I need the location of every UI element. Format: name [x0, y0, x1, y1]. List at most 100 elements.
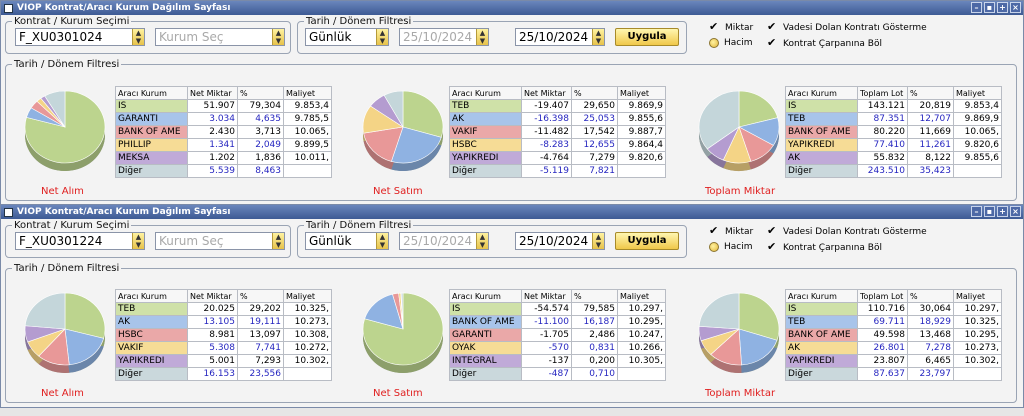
table-row[interactable]: VAKIF 5.308 7,741 10.272,: [115, 341, 332, 355]
pie-slice[interactable]: [698, 292, 740, 330]
date-spin-icon[interactable]: ▲ ▼: [592, 233, 604, 249]
date-spin-icon[interactable]: ▲ ▼: [476, 233, 488, 249]
checkmark-icon[interactable]: ✔: [709, 20, 719, 33]
column-header[interactable]: Aracı Kurum: [785, 86, 858, 100]
table-row[interactable]: BANK OF AME -11.100 16,187 10.295,: [449, 315, 666, 329]
pie-slice[interactable]: [738, 90, 779, 128]
period-combo[interactable]: Günlük ▲ ▼: [305, 232, 389, 250]
table-row[interactable]: IS 110.716 30,064 10.297,: [785, 302, 1002, 316]
checkmark-icon[interactable]: ✔: [767, 36, 777, 49]
column-header[interactable]: Aracı Kurum: [115, 289, 188, 303]
table-row[interactable]: AK 13.105 19,111 10.273,: [115, 315, 332, 329]
window-close-button[interactable]: ×: [1010, 2, 1021, 13]
window-title-bar[interactable]: VIOP Kontrat/Aracı Kurum Dağılım Sayfası…: [1, 1, 1023, 15]
pie-slice[interactable]: [400, 292, 404, 330]
table-row[interactable]: INTEGRAL -137 0,200 10.305,: [449, 354, 666, 368]
column-header[interactable]: %: [571, 86, 618, 100]
table-row[interactable]: IS 143.121 20,819 9.853,4: [785, 99, 1002, 113]
pie-slice[interactable]: [383, 90, 404, 129]
pie-slice[interactable]: [738, 328, 778, 366]
column-header[interactable]: Net Miktar: [187, 86, 238, 100]
table-row[interactable]: Diğer -487 0,710: [449, 367, 666, 381]
table-row[interactable]: BANK OF AME 2.430 3,713 10.065,: [115, 125, 332, 139]
pie-slice[interactable]: [64, 328, 104, 366]
miktar-option[interactable]: ✔ Miktar: [709, 20, 753, 33]
column-header[interactable]: Net Miktar: [187, 289, 238, 303]
table-row[interactable]: Diğer 5.539 8,463: [115, 164, 332, 178]
table-row[interactable]: YAPIKREDI 5.001 7,293 10.302,: [115, 354, 332, 368]
table-row[interactable]: IS -54.574 79,585 10.297,: [449, 302, 666, 316]
column-header[interactable]: Toplam Lot: [857, 86, 908, 100]
column-header[interactable]: Maliyet: [283, 289, 332, 303]
combo-arrow-icon[interactable]: ▲ ▼: [376, 29, 388, 45]
date-to-field[interactable]: 25/10/2024 ▲ ▼: [515, 232, 605, 250]
window-maximize-button[interactable]: +: [997, 206, 1008, 217]
carpan-option[interactable]: ✔ Kontrat Çarpanına Böl: [767, 36, 882, 49]
column-header[interactable]: Net Miktar: [521, 86, 572, 100]
column-header[interactable]: %: [907, 86, 954, 100]
pie-slice[interactable]: [738, 292, 780, 341]
combo-arrow-icon[interactable]: ▲ ▼: [132, 29, 144, 45]
table-row[interactable]: YAPIKREDI 23.807 6,465 10.302,: [785, 354, 1002, 368]
combo-arrow-icon[interactable]: ▲ ▼: [132, 233, 144, 249]
table-row[interactable]: HSBC -8.283 12,655 9.864,4: [449, 138, 666, 152]
kurum-combo[interactable]: Kurum Seç ▲ ▼: [155, 28, 285, 46]
table-row[interactable]: GARANTI 3.034 4,635 9.785,5: [115, 112, 332, 126]
pie-slice[interactable]: [698, 90, 740, 150]
pie-slice[interactable]: [363, 126, 404, 162]
window-restore-button[interactable]: ▪: [984, 206, 995, 217]
table-row[interactable]: AK 26.801 7,278 10.273,: [785, 341, 1002, 355]
table-row[interactable]: YAPIKREDI -4.764 7,279 9.820,6: [449, 151, 666, 165]
table-row[interactable]: IS 51.907 79,304 9.853,4: [115, 99, 332, 113]
column-header[interactable]: Maliyet: [617, 86, 666, 100]
checkmark-icon[interactable]: ✔: [709, 224, 719, 237]
table-row[interactable]: Diğer 16.153 23,556: [115, 367, 332, 381]
period-combo[interactable]: Günlük ▲ ▼: [305, 28, 389, 46]
column-header[interactable]: Maliyet: [617, 289, 666, 303]
combo-arrow-icon[interactable]: ▲ ▼: [272, 233, 284, 249]
pie-slice[interactable]: [64, 292, 106, 339]
pie-slice[interactable]: [24, 292, 66, 330]
table-row[interactable]: TEB -19.407 29,650 9.869,9: [449, 99, 666, 113]
window-minimize-button[interactable]: –: [971, 206, 982, 217]
window-minimize-button[interactable]: –: [971, 2, 982, 13]
table-row[interactable]: OYAK -570 0,831 10.266,: [449, 341, 666, 355]
apply-button[interactable]: Uygula: [615, 232, 679, 250]
column-header[interactable]: %: [237, 289, 284, 303]
vade-option[interactable]: ✔ Vadesi Dolan Kontratı Gösterme: [767, 225, 927, 237]
table-row[interactable]: BANK OF AME 49.598 13,468 10.295,: [785, 328, 1002, 342]
window-title-bar[interactable]: VIOP Kontrat/Aracı Kurum Dağılım Sayfası…: [1, 205, 1023, 219]
table-row[interactable]: TEB 20.025 29,202 10.325,: [115, 302, 332, 316]
table-row[interactable]: HSBC 8.981 13,097 10.308,: [115, 328, 332, 342]
pie-slice[interactable]: [44, 90, 66, 129]
table-row[interactable]: AK -16.398 25,053 9.855,6: [449, 112, 666, 126]
date-from-field[interactable]: 25/10/2024 ▲ ▼: [399, 232, 489, 250]
kontrat-combo[interactable]: F_XU0301024 ▲ ▼: [15, 28, 145, 46]
table-row[interactable]: PHILLIP 1.341 2,049 9.899,5: [115, 138, 332, 152]
combo-arrow-icon[interactable]: ▲ ▼: [272, 29, 284, 45]
column-header[interactable]: %: [907, 289, 954, 303]
vade-option[interactable]: ✔ Vadesi Dolan Kontratı Gösterme: [767, 20, 927, 33]
combo-arrow-icon[interactable]: ▲ ▼: [376, 233, 388, 249]
table-row[interactable]: Diğer 243.510 35,423: [785, 164, 1002, 178]
table-row[interactable]: Diğer -5.119 7,821: [449, 164, 666, 178]
radio-icon[interactable]: [709, 242, 719, 252]
column-header[interactable]: Maliyet: [953, 86, 1002, 100]
column-header[interactable]: Aracı Kurum: [449, 289, 522, 303]
pie-slice[interactable]: [390, 126, 442, 164]
checkmark-icon[interactable]: ✔: [767, 240, 777, 253]
kurum-combo[interactable]: Kurum Seç ▲ ▼: [155, 232, 285, 250]
table-row[interactable]: TEB 69.711 18,929 10.325,: [785, 315, 1002, 329]
table-row[interactable]: TEB 87.351 12,707 9.869,9: [785, 112, 1002, 126]
column-header[interactable]: Maliyet: [283, 86, 332, 100]
window-maximize-button[interactable]: +: [997, 2, 1008, 13]
checkmark-icon[interactable]: ✔: [767, 20, 777, 33]
date-spin-icon[interactable]: ▲ ▼: [476, 29, 488, 45]
kontrat-combo[interactable]: F_XU0301224 ▲ ▼: [15, 232, 145, 250]
column-header[interactable]: Net Miktar: [521, 289, 572, 303]
table-row[interactable]: AK 55.832 8,122 9.855,6: [785, 151, 1002, 165]
date-from-field[interactable]: 25/10/2024 ▲ ▼: [399, 28, 489, 46]
column-header[interactable]: Toplam Lot: [857, 289, 908, 303]
radio-icon[interactable]: [709, 38, 719, 48]
pie-slice[interactable]: [402, 90, 444, 138]
